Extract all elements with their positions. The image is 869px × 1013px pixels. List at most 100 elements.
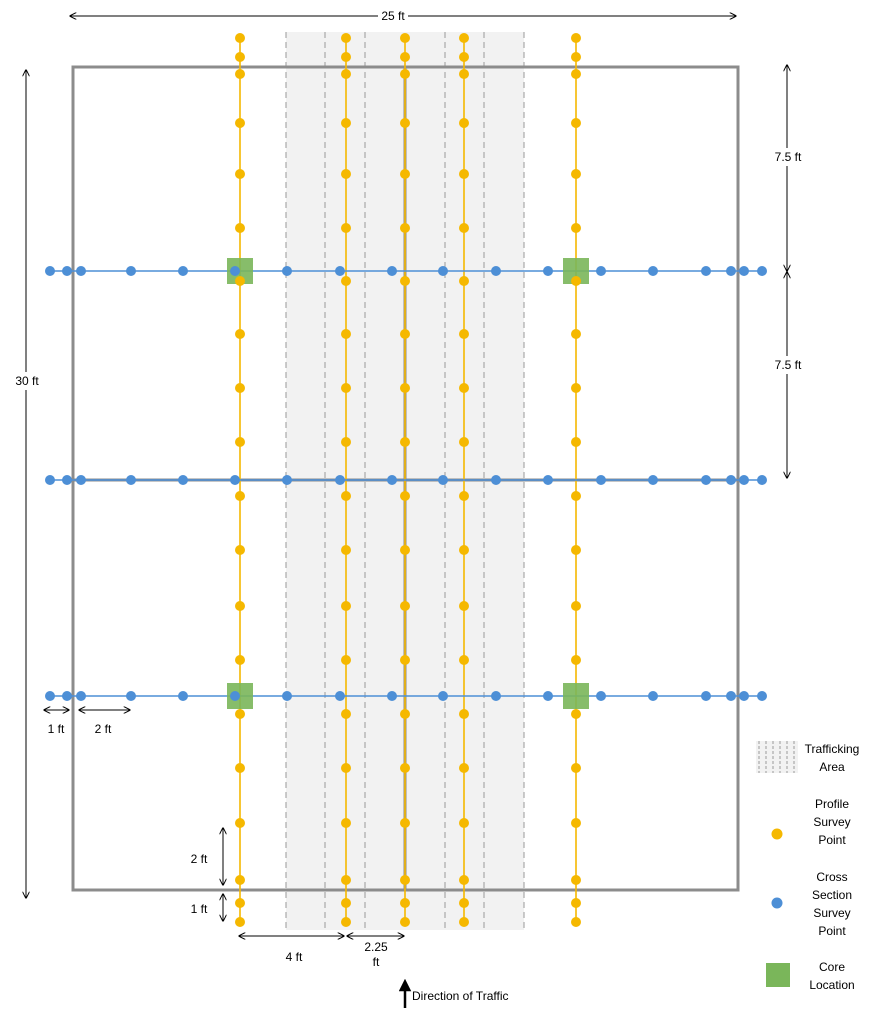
profile-survey-point	[341, 818, 351, 828]
profile-survey-point	[235, 898, 245, 908]
cross-section-survey-point	[335, 266, 345, 276]
profile-survey-point	[459, 118, 469, 128]
profile-survey-point	[235, 276, 245, 286]
profile-survey-point	[571, 329, 581, 339]
cross-section-survey-point	[230, 475, 240, 485]
cross-section-survey-point	[726, 266, 736, 276]
profile-survey-point	[400, 875, 410, 885]
profile-survey-point	[459, 33, 469, 43]
legend-cross-section-swatch	[771, 897, 783, 909]
cross-section-survey-point	[543, 691, 553, 701]
cross-section-survey-point	[726, 691, 736, 701]
profile-survey-point	[235, 655, 245, 665]
profile-survey-point	[235, 223, 245, 233]
cross-section-survey-point	[438, 691, 448, 701]
profile-survey-point	[400, 601, 410, 611]
cross-section-survey-point	[126, 266, 136, 276]
cross-section-survey-point	[76, 475, 86, 485]
profile-1ft-label: 1 ft	[191, 902, 208, 916]
profile-survey-point	[341, 276, 351, 286]
legend: Trafficking Area Profile Survey Point Cr…	[756, 741, 859, 992]
cross-section-survey-point	[701, 475, 711, 485]
profile-survey-point	[571, 437, 581, 447]
cross-section-survey-point	[126, 475, 136, 485]
legend-trafficking-fill	[756, 741, 798, 773]
cross-section-survey-point	[491, 266, 501, 276]
profile-survey-point	[400, 709, 410, 719]
cross-section-survey-point	[648, 266, 658, 276]
legend-profile-label-2: Survey	[813, 815, 850, 829]
profile-survey-point	[235, 169, 245, 179]
cross-section-survey-point	[543, 266, 553, 276]
width-dimension-label: 25 ft	[381, 9, 405, 23]
cross-section-survey-point	[45, 475, 55, 485]
profile-survey-point	[400, 818, 410, 828]
length-label-background	[10, 372, 44, 390]
profile-survey-point	[341, 118, 351, 128]
cross-section-survey-point	[387, 475, 397, 485]
profile-survey-point	[459, 223, 469, 233]
profile-survey-point	[459, 383, 469, 393]
traffic-direction-label: Direction of Traffic	[412, 989, 508, 1003]
cross-section-survey-point	[739, 266, 749, 276]
profile-survey-point	[571, 33, 581, 43]
profile-survey-point	[400, 655, 410, 665]
profile-survey-point	[400, 169, 410, 179]
profile-survey-point	[571, 223, 581, 233]
legend-profile-label-1: Profile	[815, 797, 849, 811]
cross-section-survey-point	[596, 266, 606, 276]
profile-survey-point	[400, 383, 410, 393]
cross-section-survey-point	[62, 691, 72, 701]
cross-section-survey-point	[596, 691, 606, 701]
profile-survey-point	[400, 69, 410, 79]
profile-survey-point	[235, 818, 245, 828]
cross-section-survey-point	[335, 691, 345, 701]
profile-survey-points	[235, 33, 581, 927]
profile-survey-point	[400, 329, 410, 339]
profile-survey-point	[571, 709, 581, 719]
profile-survey-point	[235, 491, 245, 501]
profile-survey-point	[341, 898, 351, 908]
profile-survey-point	[341, 709, 351, 719]
profile-2ft-label: 2 ft	[191, 852, 208, 866]
profile-survey-point	[235, 601, 245, 611]
profile-survey-point	[235, 329, 245, 339]
upper-spacing-label: 7.5 ft	[775, 150, 802, 164]
cross-section-survey-point	[438, 475, 448, 485]
profile-survey-point	[400, 763, 410, 773]
profile-survey-point	[571, 69, 581, 79]
cross-section-survey-point	[45, 266, 55, 276]
profile-survey-point	[459, 52, 469, 62]
cross-section-survey-point	[62, 475, 72, 485]
cross-section-survey-point	[701, 691, 711, 701]
profile-survey-point	[341, 655, 351, 665]
offset-2-25ft-label-line2: ft	[373, 955, 380, 969]
profile-survey-point	[571, 601, 581, 611]
profile-survey-point	[459, 875, 469, 885]
profile-survey-point	[459, 763, 469, 773]
profile-survey-point	[571, 898, 581, 908]
lower-spacing-label-background	[770, 356, 806, 374]
cross-section-survey-lines	[50, 270, 762, 697]
profile-survey-point	[341, 491, 351, 501]
profile-survey-point	[400, 545, 410, 555]
cross-section-survey-point	[757, 691, 767, 701]
cross-section-survey-point	[596, 475, 606, 485]
cross-section-survey-point	[387, 691, 397, 701]
width-label-background	[378, 8, 408, 24]
cross-section-survey-point	[230, 266, 240, 276]
profile-survey-point	[571, 169, 581, 179]
profile-survey-point	[341, 763, 351, 773]
cross-section-survey-point	[648, 475, 658, 485]
profile-survey-point	[400, 491, 410, 501]
edge-2ft-label: 2 ft	[95, 722, 112, 736]
profile-survey-point	[571, 818, 581, 828]
legend-profile-swatch	[771, 828, 783, 840]
cross-section-survey-point	[543, 475, 553, 485]
profile-survey-point	[571, 763, 581, 773]
profile-survey-point	[459, 437, 469, 447]
cross-section-survey-point	[387, 266, 397, 276]
profile-survey-point	[341, 52, 351, 62]
cross-section-survey-point	[739, 691, 749, 701]
profile-survey-point	[459, 329, 469, 339]
